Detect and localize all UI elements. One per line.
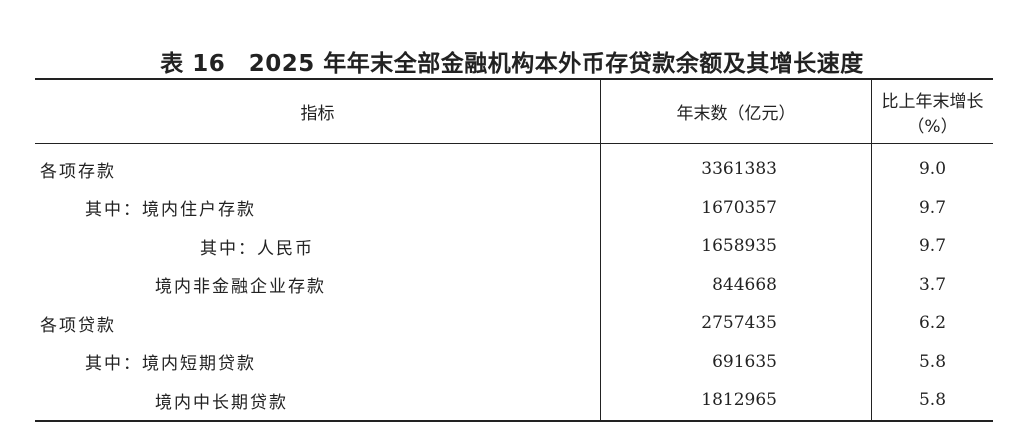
header-row: 指标 年末数（亿元） 比上年末增长（%）	[35, 79, 993, 144]
row-value: 1658935	[600, 227, 872, 266]
table-row: 其中：境内住户存款 1670357 9.7	[35, 188, 993, 227]
row-value: 691635	[600, 342, 872, 381]
row-growth: 9.7	[871, 227, 993, 266]
row-growth: 5.8	[871, 342, 993, 381]
row-label: 境内中长期贷款	[155, 392, 288, 413]
row-label: 其中：境内住户存款	[85, 200, 256, 221]
data-table: 指标 年末数（亿元） 比上年末增长（%） 各项存款 3361383 9.0 其中…	[35, 78, 993, 422]
row-growth: 6.2	[871, 304, 993, 343]
row-growth: 9.7	[871, 188, 993, 227]
header-indicator: 指标	[35, 79, 601, 144]
row-value: 1670357	[600, 188, 872, 227]
row-label: 各项贷款	[40, 315, 116, 336]
row-growth: 9.0	[871, 143, 993, 189]
table-row: 其中：人民币 1658935 9.7	[35, 227, 993, 266]
header-year-end-value: 年末数（亿元）	[600, 79, 872, 144]
header-growth: 比上年末增长（%）	[871, 79, 993, 144]
row-label: 境内非金融企业存款	[155, 277, 326, 298]
row-value: 844668	[600, 265, 872, 304]
table-row: 各项存款 3361383 9.0	[35, 143, 993, 189]
row-value: 2757435	[600, 304, 872, 343]
row-label: 其中：境内短期贷款	[85, 354, 256, 375]
table-title: 表 16 2025 年年末全部金融机构本外币存贷款余额及其增长速度	[160, 51, 864, 77]
table-row: 各项贷款 2757435 6.2	[35, 304, 993, 343]
row-label: 其中：人民币	[200, 238, 314, 259]
row-value: 3361383	[600, 143, 872, 189]
table-row: 其中：境内短期贷款 691635 5.8	[35, 342, 993, 381]
row-value: 1812965	[600, 381, 872, 421]
table-row: 境内非金融企业存款 844668 3.7	[35, 265, 993, 304]
row-growth: 5.8	[871, 381, 993, 421]
row-growth: 3.7	[871, 265, 993, 304]
table-row: 境内中长期贷款 1812965 5.8	[35, 381, 993, 421]
row-label: 各项存款	[40, 161, 116, 182]
